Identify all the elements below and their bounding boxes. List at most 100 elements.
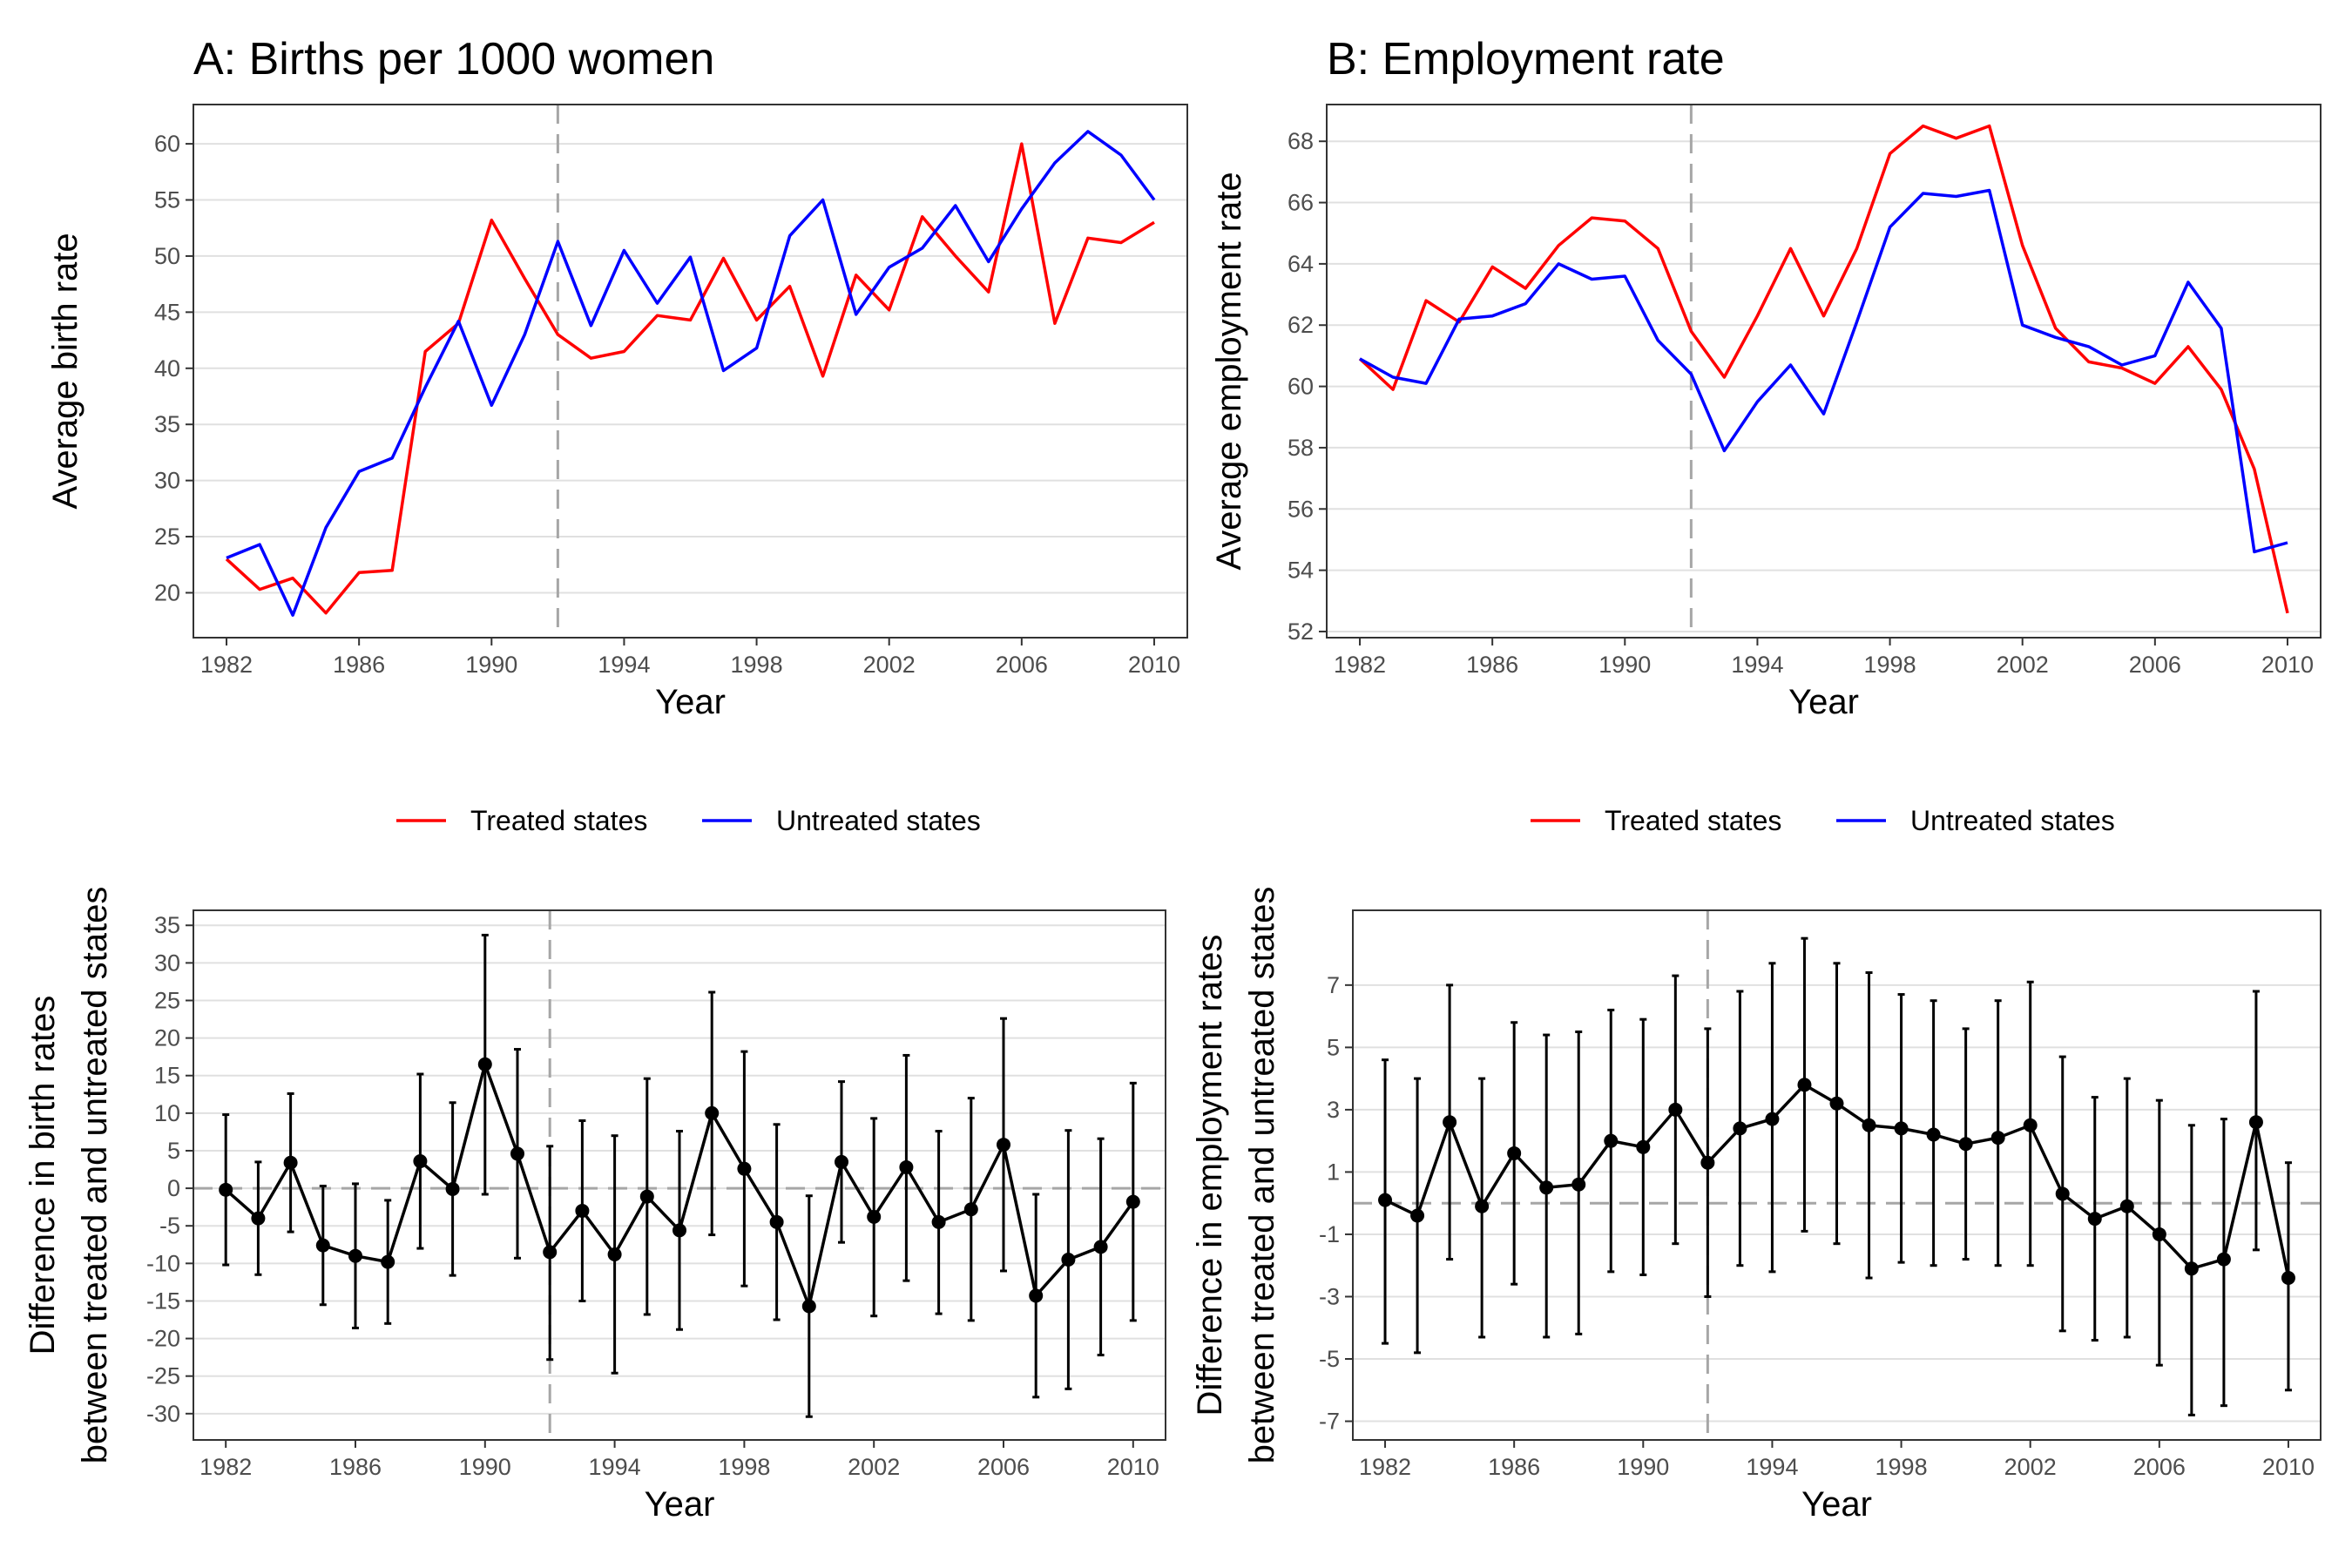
estimate-point <box>1700 1155 1715 1170</box>
y-tick-label: 30 <box>154 950 180 976</box>
legend-label-untreated: Untreated states <box>776 805 981 836</box>
y-tick-label: -5 <box>1319 1346 1340 1372</box>
x-tick-label: 1982 <box>1334 652 1386 678</box>
estimate-point <box>2023 1118 2038 1132</box>
estimate-point <box>1475 1199 1490 1213</box>
x-tick-label: 2006 <box>2133 1454 2186 1480</box>
y-tick-label: 20 <box>154 1025 180 1051</box>
series-line-untreated <box>1359 188 2288 554</box>
y-tick-label: 25 <box>154 524 180 550</box>
estimate-point <box>575 1203 590 1218</box>
estimate-point <box>348 1248 362 1263</box>
estimate-point <box>639 1189 654 1204</box>
x-tick-label: 1982 <box>200 652 253 678</box>
x-tick-label: 2010 <box>2261 652 2314 678</box>
estimate-point <box>931 1214 946 1229</box>
x-tick-label: 2002 <box>848 1454 900 1480</box>
x-tick-label: 1990 <box>465 652 517 678</box>
estimate-point <box>672 1223 686 1238</box>
legend-label-treated: Treated states <box>470 805 647 836</box>
estimate-point <box>1410 1208 1425 1223</box>
x-tick-label: 2010 <box>2262 1454 2315 1480</box>
estimate-point <box>867 1209 882 1224</box>
estimate-point <box>2184 1261 2199 1276</box>
y-tick-label: 10 <box>154 1100 180 1126</box>
x-tick-label: 2002 <box>2004 1454 2057 1480</box>
series-line-treated <box>1358 124 2289 614</box>
estimate-point <box>2087 1212 2102 1227</box>
x-axis-title: Year <box>655 683 726 721</box>
estimate-point <box>1926 1127 1941 1142</box>
estimate-point <box>1829 1096 1844 1111</box>
estimate-point <box>1733 1121 1747 1136</box>
estimate-point <box>2119 1199 2134 1213</box>
estimate-point <box>381 1254 395 1269</box>
estimate-point <box>1990 1131 2005 1146</box>
x-tick-label: 1990 <box>1617 1454 1669 1480</box>
panel-employment: B: Employment rate 52 54 56 58 60 62 64 66 68 198… <box>1210 34 2322 721</box>
estimate-point <box>705 1105 720 1120</box>
y-tick-label: 40 <box>154 355 180 382</box>
y-tick-label: 55 <box>154 187 180 213</box>
y-tick-label: -25 <box>146 1363 180 1389</box>
y-tick-label: 54 <box>1288 558 1314 584</box>
series-line-treated <box>225 142 1155 615</box>
y-tick-label: 25 <box>154 987 180 1013</box>
estimate-point <box>1636 1139 1651 1154</box>
y-tick-label: -7 <box>1319 1409 1340 1435</box>
panel-birth-difference: -30 -25 -20 -15 -10 -5 0 5 10 15 20 25 30 35 1982 1986 1… <box>24 887 1166 1524</box>
y-tick-label: -30 <box>146 1401 180 1427</box>
plot-frame <box>1326 104 2322 639</box>
x-tick-label: 1990 <box>459 1454 511 1480</box>
estimate-point <box>315 1238 330 1253</box>
estimate-point <box>769 1214 784 1229</box>
estimate-point <box>963 1202 978 1217</box>
x-tick-label: 1982 <box>199 1454 252 1480</box>
estimate-point <box>1125 1194 1140 1209</box>
estimate-point <box>997 1138 1010 1152</box>
y-tick-label: 20 <box>154 579 180 605</box>
y-tick-label: 52 <box>1288 618 1314 645</box>
y-axis-title: Difference in employment rates <box>1191 935 1229 1416</box>
x-tick-label: 1990 <box>1598 652 1651 678</box>
y-tick-label: 62 <box>1288 312 1314 338</box>
x-axis-title: Year <box>1801 1485 1872 1524</box>
estimate-point <box>219 1182 233 1197</box>
x-tick-label: 1998 <box>731 652 783 678</box>
series-line-untreated <box>226 130 1156 617</box>
y-tick-label: 15 <box>154 1063 180 1089</box>
plot-frame <box>1352 909 2322 1441</box>
estimate-point <box>2055 1186 2070 1201</box>
y-tick-label: 30 <box>154 468 180 494</box>
plot-frame <box>193 104 1188 639</box>
estimate-point <box>899 1159 914 1174</box>
estimate-point <box>1093 1240 1108 1254</box>
estimate-point <box>1029 1288 1044 1303</box>
legend-label-untreated: Untreated states <box>1910 805 2115 836</box>
x-axis-title: Year <box>1788 683 1859 721</box>
x-tick-label: 2002 <box>1997 652 2049 678</box>
y-tick-label: -20 <box>146 1326 180 1352</box>
y-tick-label: -5 <box>159 1213 180 1239</box>
y-tick-label: 35 <box>154 912 180 938</box>
estimate-point <box>251 1211 266 1226</box>
estimate-point <box>1604 1133 1619 1148</box>
estimate-point <box>1378 1193 1393 1207</box>
y-tick-label: 5 <box>1327 1034 1340 1060</box>
estimate-point <box>413 1154 428 1169</box>
y-tick-label: 64 <box>1288 251 1314 277</box>
y-tick-label: 0 <box>167 1175 180 1201</box>
y-tick-label: 60 <box>1288 374 1314 400</box>
panel-title: B: Employment rate <box>1327 34 1725 84</box>
panel-title: A: Births per 1000 women <box>193 34 714 84</box>
panel-births: A: Births per 1000 women 20 25 30 35 40 45 50 5… <box>46 34 1188 721</box>
estimate-point <box>477 1057 492 1071</box>
y-tick-label: -15 <box>146 1288 180 1314</box>
x-tick-label: 1982 <box>1359 1454 1411 1480</box>
legend: Treated states Untreated states <box>1531 805 2115 836</box>
y-tick-label: 1 <box>1327 1159 1340 1185</box>
estimate-point <box>283 1155 298 1170</box>
y-tick-label: 35 <box>154 411 180 437</box>
estimate-point <box>737 1161 752 1176</box>
